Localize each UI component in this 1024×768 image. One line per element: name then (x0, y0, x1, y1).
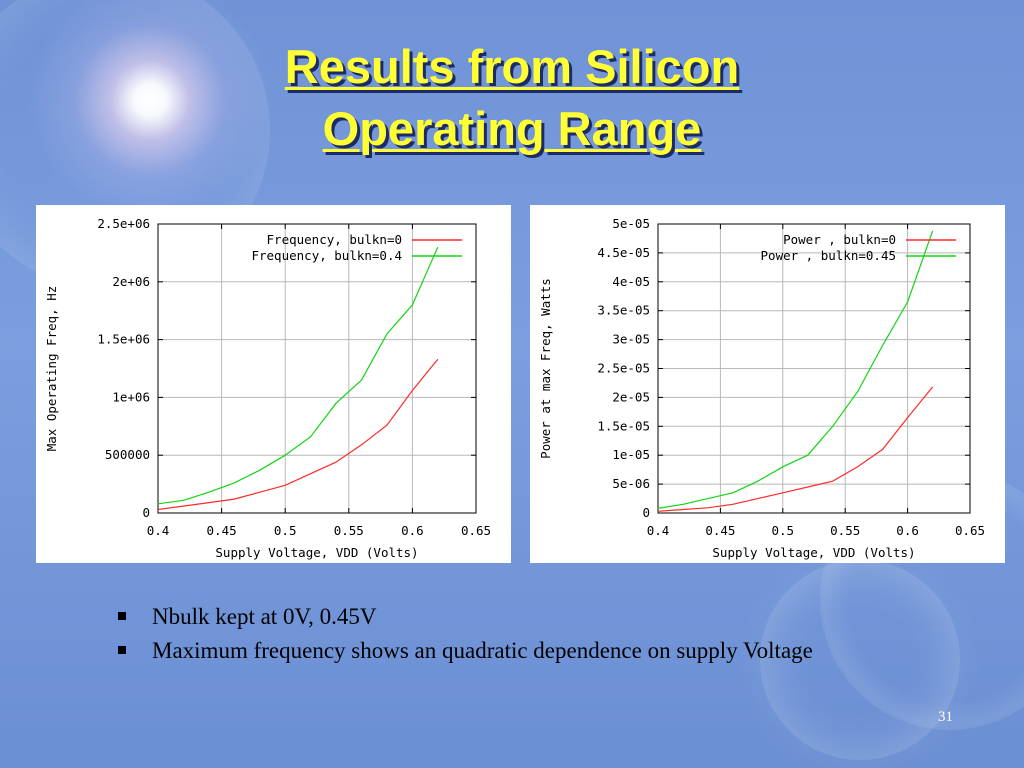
x-tick-label: 0.6 (401, 523, 424, 538)
bullet-marker-icon (118, 612, 126, 620)
x-tick-label: 0.4 (147, 523, 170, 538)
y-tick-label: 3e-05 (612, 332, 650, 347)
bullet-item: Maximum frequency shows an quadratic dep… (112, 637, 892, 665)
x-axis-label: Supply Voltage, VDD (Volts) (712, 545, 915, 560)
y-tick-label: 2e+06 (112, 274, 150, 289)
y-tick-label: 5e-06 (612, 476, 650, 491)
y-axis-label: Power at max Freq, Watts (538, 278, 553, 459)
plot-frame (657, 223, 971, 514)
y-tick-label: 1e-05 (612, 447, 650, 462)
y-tick-label: 2.5e-05 (597, 361, 650, 376)
y-tick-label: 500000 (105, 447, 150, 462)
x-tick-label: 0.65 (461, 523, 491, 538)
y-tick-label: 1.5e+06 (97, 332, 150, 347)
bullet-item: Nbulk kept at 0V, 0.45V (112, 603, 892, 631)
x-tick-label: 0.55 (830, 523, 860, 538)
background-glow (10, 0, 290, 240)
y-tick-label: 2.5e+06 (97, 216, 150, 231)
legend-label: Power , bulkn=0 (783, 232, 896, 247)
bullet-marker-icon (118, 646, 126, 654)
legend-label: Frequency, bulkn=0 (267, 232, 402, 247)
slide-title-line1: Results from Silicon (284, 40, 740, 93)
series-line (657, 386, 934, 512)
frequency-chart-svg: 0.4 0.45 0.5 0.55 0.6 0.65 0 500000 1e+06 1.5e+06… (44, 216, 491, 560)
series-line (157, 358, 439, 511)
y-axis-label: Max Operating Freq, Hz (44, 286, 59, 452)
legend-label: Frequency, bulkn=0.4 (251, 248, 402, 263)
x-axis-label: Supply Voltage, VDD (Volts) (215, 545, 418, 560)
y-tick-label: 5e-05 (612, 216, 650, 231)
y-tick-label: 3.5e-05 (597, 303, 650, 318)
y-tick-label: 0 (642, 505, 650, 520)
y-tick-label: 4e-05 (612, 274, 650, 289)
plot-frame (157, 223, 477, 514)
series-line (657, 230, 934, 509)
series-line (157, 246, 439, 505)
x-tick-label: 0.5 (274, 523, 297, 538)
x-tick-label: 0.5 (772, 523, 795, 538)
slide-title-line2: Operating Range (322, 102, 702, 155)
legend-label: Power , bulkn=0.45 (761, 248, 896, 263)
x-tick-label: 0.4 (647, 523, 670, 538)
power-chart-svg: 0.4 0.45 0.5 0.55 0.6 0.65 0 5e-06 1e-05 1.5e-05 2… (538, 216, 985, 560)
x-tick-label: 0.6 (896, 523, 919, 538)
bullet-text: Maximum frequency shows an quadratic dep… (152, 638, 813, 663)
bullet-text: Nbulk kept at 0V, 0.45V (152, 604, 377, 629)
power-chart: 0.4 0.45 0.5 0.55 0.6 0.65 0 5e-06 1e-05 1.5e-05 2… (530, 205, 1005, 563)
x-tick-label: 0.55 (334, 523, 364, 538)
y-tick-label: 0 (142, 505, 150, 520)
x-tick-label: 0.45 (207, 523, 237, 538)
y-tick-label: 4.5e-05 (597, 245, 650, 260)
y-tick-label: 1.5e-05 (597, 418, 650, 433)
frequency-chart: 0.4 0.45 0.5 0.55 0.6 0.65 0 500000 1e+06 1.5e+06… (36, 205, 511, 563)
slide-number: 31 (938, 709, 953, 725)
y-tick-label: 1e+06 (112, 389, 150, 404)
x-tick-label: 0.45 (705, 523, 735, 538)
bullet-list: Nbulk kept at 0V, 0.45V Maximum frequenc… (112, 603, 892, 671)
x-tick-label: 0.65 (955, 523, 985, 538)
y-tick-label: 2e-05 (612, 389, 650, 404)
